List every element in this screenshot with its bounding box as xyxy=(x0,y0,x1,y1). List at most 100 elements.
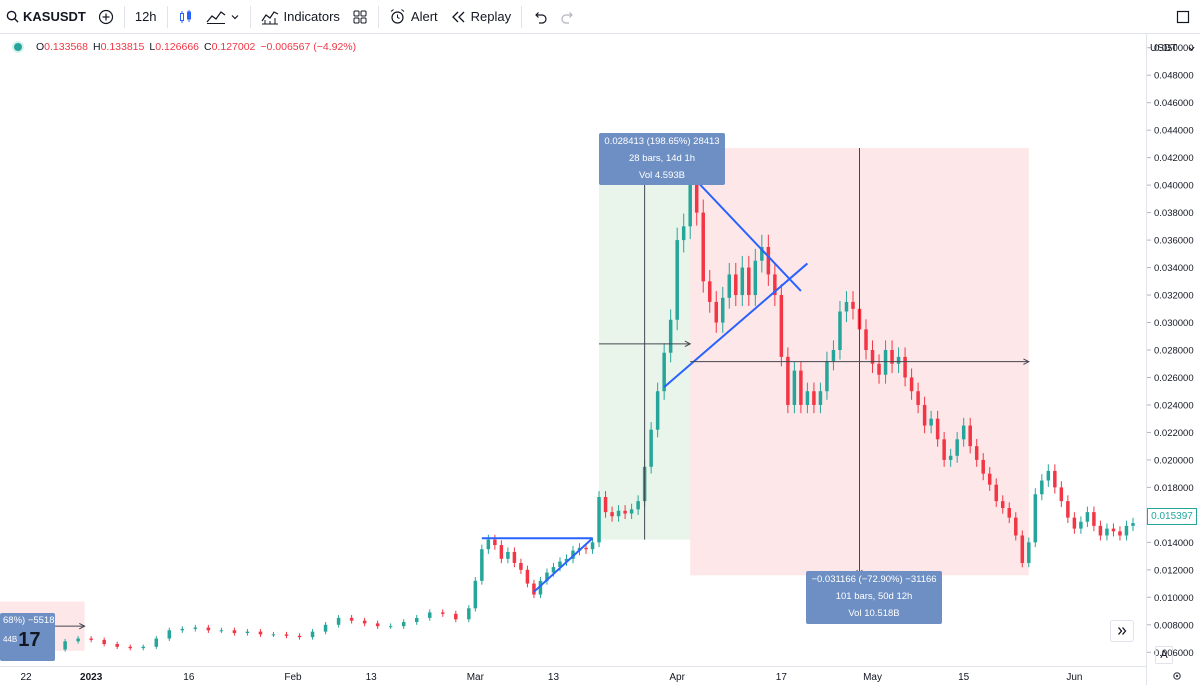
redo-icon xyxy=(561,11,573,24)
candle-body xyxy=(1020,535,1025,563)
fullscreen-button[interactable] xyxy=(1170,0,1200,34)
candle-body xyxy=(63,641,67,650)
indicators-label: Indicators xyxy=(283,9,340,24)
candle-body xyxy=(1040,480,1044,495)
auto-scale-button[interactable]: A xyxy=(1155,646,1173,664)
candle-body xyxy=(297,635,302,638)
candle-body xyxy=(1066,501,1070,518)
interval-button[interactable]: 12h xyxy=(129,0,163,34)
top-toolbar: KASUSDT 12h Indicators Alert Replay xyxy=(0,0,1200,34)
candle-body xyxy=(590,542,595,550)
plus-circle-icon xyxy=(98,9,113,24)
toolbar-divider xyxy=(123,5,125,28)
candle-body xyxy=(258,631,263,635)
grid-layout-icon xyxy=(353,10,367,23)
price-tick-label: 0.006000 xyxy=(1154,648,1194,659)
candle-body xyxy=(584,547,588,550)
measure-down-line1: −0.031166 (−72.90%) −31166 xyxy=(811,574,937,585)
candle-body xyxy=(310,631,315,638)
candle-body xyxy=(838,311,842,350)
measure-up-box[interactable]: 0.028413 (198.65%) 28413 28 bars, 14d 1h… xyxy=(599,133,725,185)
candle-body xyxy=(1046,470,1051,481)
undo-button[interactable] xyxy=(526,0,554,34)
measure-down-line3: Vol 10.518B xyxy=(848,608,900,619)
candle-body xyxy=(603,497,608,513)
candle-body xyxy=(597,497,601,543)
candle-body xyxy=(473,580,478,609)
candle-body xyxy=(128,646,132,649)
time-axis-labels: 22 2023 16 Feb 13 Mar 13 Apr 17 May 15 Jun xyxy=(20,672,1082,683)
redo-button[interactable] xyxy=(554,0,582,34)
candle-body xyxy=(629,509,634,514)
high-value: 0.133815 xyxy=(100,41,145,53)
price-chart[interactable] xyxy=(0,34,1146,666)
measure-left-box[interactable]: 68%) −5518 44B 17 xyxy=(0,613,55,661)
candle-body xyxy=(851,301,855,309)
candle-body xyxy=(916,391,920,405)
candle-body xyxy=(232,630,237,634)
candle-body xyxy=(968,425,972,447)
replay-button[interactable]: Replay xyxy=(444,0,517,34)
candle-body xyxy=(284,634,289,636)
candle-body xyxy=(115,644,119,647)
gear-icon xyxy=(1173,672,1181,680)
candle-body xyxy=(1111,528,1116,532)
candle-body xyxy=(499,545,504,559)
layouts-button[interactable] xyxy=(346,0,374,34)
candle-body xyxy=(753,260,758,296)
candle-body xyxy=(903,356,907,378)
ohlc-legend: O 0.133568 H 0.133815 L 0.126666 C 0.127002 … xyxy=(14,41,361,53)
time-axis[interactable]: 22 2023 16 Feb 13 Mar 13 Apr 17 May 15 Jun xyxy=(0,666,1146,686)
status-dot xyxy=(14,43,22,51)
price-tick-label: 0.012000 xyxy=(1154,565,1194,576)
time-tick-label: 13 xyxy=(548,672,560,683)
candle-body xyxy=(890,350,894,364)
candle-body xyxy=(551,567,556,573)
candle-body xyxy=(825,360,829,392)
maximize-icon xyxy=(1176,10,1190,23)
candle-body xyxy=(414,617,419,623)
price-axis[interactable]: 0.050000 0.048000 0.046000 0.044000 0.042000… xyxy=(1146,34,1200,685)
candle-body xyxy=(877,363,881,375)
symbol-search[interactable]: KASUSDT xyxy=(0,0,92,34)
candle-body xyxy=(668,319,673,353)
auto-scale-label: A xyxy=(1160,649,1168,661)
price-tick-label: 0.010000 xyxy=(1154,593,1194,604)
candles-type-button[interactable] xyxy=(172,0,200,34)
alert-button[interactable]: Alert xyxy=(383,0,444,34)
candle-body xyxy=(779,295,784,357)
candle-body xyxy=(206,627,211,631)
measure-up-line2: 28 bars, 14d 1h xyxy=(628,153,696,164)
compare-symbol-button[interactable] xyxy=(92,0,120,34)
scroll-to-realtime-button[interactable] xyxy=(1110,620,1134,642)
candle-body xyxy=(167,630,172,639)
chart-settings-button[interactable] xyxy=(1171,670,1183,682)
replay-icon xyxy=(451,11,465,22)
measure-down-box[interactable]: −0.031166 (−72.90%) −31166 101 bars, 50d… xyxy=(806,571,942,624)
candle-body xyxy=(428,612,432,618)
candle-body xyxy=(1118,531,1122,536)
candle-body xyxy=(675,240,679,320)
candle-body xyxy=(974,446,979,460)
price-tick-label: 0.018000 xyxy=(1154,483,1194,494)
march-triangle-bottom xyxy=(533,537,594,593)
candle-body xyxy=(994,484,998,502)
measure-down-horizontal-arrow-head xyxy=(1023,358,1030,365)
candle-body xyxy=(89,638,93,640)
price-tick-label: 0.028000 xyxy=(1154,346,1194,357)
chevron-down-icon xyxy=(231,14,238,19)
time-tick-label: 17 xyxy=(776,672,788,683)
candle-body xyxy=(467,608,471,620)
candle-body xyxy=(714,301,718,323)
candle-body xyxy=(935,418,940,440)
candle-body xyxy=(707,281,712,302)
april-triangle-bottom xyxy=(663,262,809,388)
price-tick-label: 0.032000 xyxy=(1154,291,1194,302)
price-tick-label: 0.042000 xyxy=(1154,153,1194,164)
candle-body xyxy=(636,501,640,510)
candle-body xyxy=(323,624,328,632)
candle-body xyxy=(955,439,959,456)
chart-style-button[interactable] xyxy=(200,0,246,34)
currency-selector[interactable]: USDT xyxy=(1150,40,1196,56)
indicators-button[interactable]: Indicators xyxy=(255,0,346,34)
